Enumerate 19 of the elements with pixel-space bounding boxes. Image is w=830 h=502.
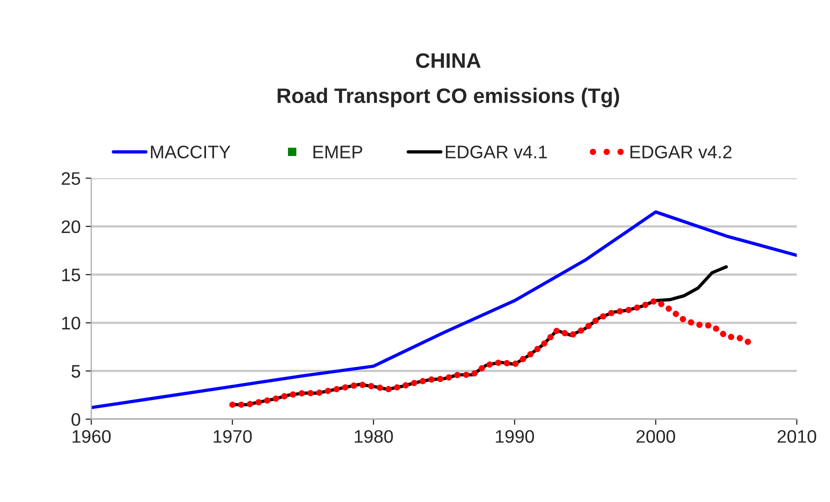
x-tick-label: 1960 [72, 430, 111, 443]
x-tick-label: 1980 [354, 430, 393, 443]
x-tick-label: 2010 [778, 430, 816, 443]
legend-label: EDGAR v4.1 [446, 146, 547, 158]
y-tick-label: 10 [62, 316, 80, 330]
legend-label: MACCITY [150, 146, 230, 158]
chart-subtitle: Road Transport CO emissions (Tg) [278, 88, 620, 108]
legend-label: EDGAR v4.2 [630, 146, 732, 158]
x-tick-label: 1970 [214, 430, 252, 443]
y-tick-label: 0 [72, 413, 80, 426]
legend-label: EMEP [313, 146, 362, 158]
y-tick-label: 5 [72, 365, 80, 378]
y-tick-label: 15 [62, 268, 80, 282]
x-tick-label: 1990 [496, 430, 534, 443]
line-series [91, 210, 797, 410]
x-tick-label: 2000 [636, 430, 676, 443]
chart-title: CHINA [416, 53, 481, 68]
y-tick-label: 25 [62, 172, 80, 185]
y-tick-label: 20 [62, 220, 80, 234]
